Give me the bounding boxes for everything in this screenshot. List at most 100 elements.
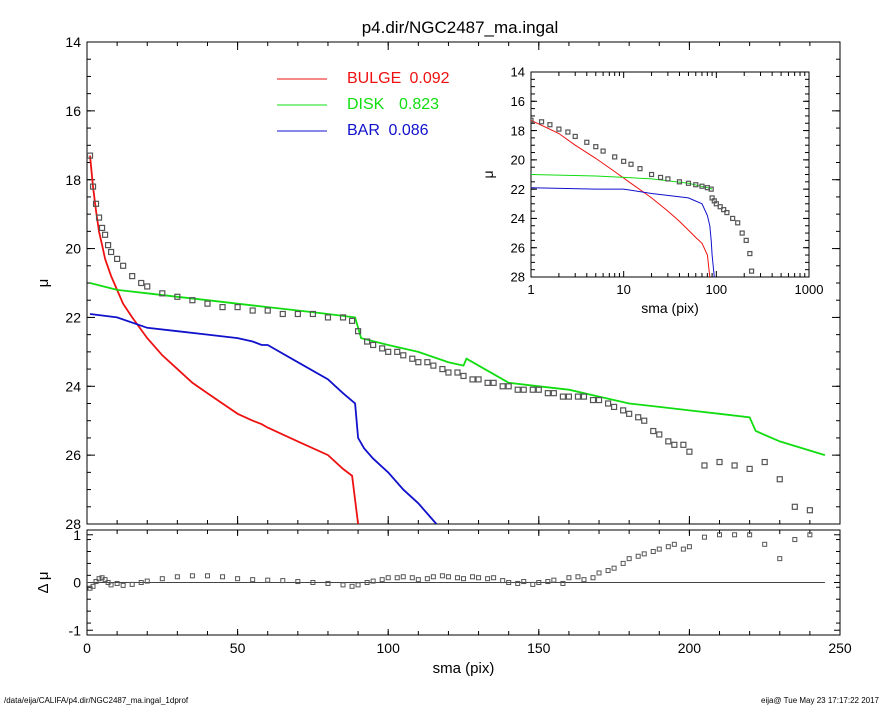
- residual-point: [747, 532, 753, 538]
- residual-point: [349, 583, 355, 589]
- residual-point: [415, 577, 421, 583]
- inset-xtick-label: 10: [616, 282, 630, 297]
- residual-point: [355, 582, 361, 588]
- residual-point: [792, 537, 798, 543]
- residual-point: [379, 577, 385, 583]
- residual-point: [626, 556, 632, 562]
- inset-ytick-label: 28: [511, 270, 525, 285]
- residual-point: [536, 580, 542, 585]
- main-data-point: [234, 304, 241, 311]
- inset-data-point: [739, 230, 745, 236]
- residual-point: [686, 544, 692, 550]
- residual-ytick-label: 1: [73, 527, 81, 543]
- inset-xlabel: sma (pix): [641, 300, 699, 316]
- main-data-point: [665, 438, 672, 445]
- residual-xlabel: sma (pix): [433, 660, 495, 677]
- residual-point: [310, 580, 316, 585]
- inset-ytick-label: 18: [511, 123, 525, 138]
- main-data-point: [544, 390, 551, 397]
- residual-xtick-label: 250: [828, 640, 852, 656]
- residual-point: [762, 541, 768, 547]
- main-data-point: [101, 231, 109, 238]
- residual-point: [265, 577, 271, 583]
- inset-data-point: [735, 220, 741, 226]
- inset-data-point: [721, 207, 727, 213]
- inset-data-point: [708, 186, 714, 192]
- main-data-point: [580, 393, 588, 400]
- main-ytick-label: 16: [65, 103, 81, 119]
- main-data-point: [680, 441, 687, 448]
- residual-point: [515, 580, 521, 586]
- residual-point: [385, 575, 391, 581]
- main-data-point: [92, 200, 100, 207]
- legend-value-disk: 0.823: [399, 96, 439, 113]
- legend-label-bar: BAR: [347, 122, 380, 139]
- inset-data-point: [621, 158, 627, 164]
- main-data-point: [279, 310, 286, 318]
- inset-data-point: [531, 117, 534, 123]
- main-data-point: [671, 441, 678, 448]
- main-data-point: [776, 476, 783, 483]
- inset-data-point: [628, 161, 634, 167]
- residual-ytick-label: -1: [69, 622, 82, 638]
- main-data-point: [430, 362, 437, 369]
- main-data-point: [309, 310, 316, 318]
- residual-point: [90, 583, 96, 589]
- residual-point: [159, 576, 165, 582]
- main-data-point: [565, 393, 573, 400]
- residual-point: [470, 574, 476, 580]
- residual-point: [220, 574, 226, 580]
- residual-xtick-label: 50: [230, 640, 246, 656]
- main-data-point: [650, 427, 657, 435]
- inset-data-point: [556, 126, 562, 132]
- main-series-bar: [89, 313, 438, 524]
- main-data-point: [731, 462, 738, 469]
- main-ytick-label: 28: [65, 516, 81, 532]
- main-data-point: [98, 224, 106, 232]
- main-data-point: [144, 283, 151, 290]
- inset-data-point: [693, 182, 699, 188]
- residual-point: [656, 546, 662, 552]
- residual-point: [364, 580, 370, 585]
- main-data-point: [189, 297, 196, 304]
- inset-data-point: [648, 171, 655, 178]
- main-data-point: [656, 431, 663, 438]
- inset-data-point: [572, 133, 578, 140]
- inset-xtick-label: 1: [527, 282, 534, 297]
- main-data-point: [400, 352, 407, 359]
- residual-point: [370, 578, 376, 584]
- main-data-point: [219, 304, 226, 311]
- residual-point: [102, 577, 108, 583]
- main-data-point: [791, 503, 798, 510]
- residual-point: [680, 546, 686, 552]
- main-data-point: [95, 214, 103, 221]
- main-data-point: [484, 379, 491, 386]
- main-data-point: [174, 293, 181, 300]
- residual-ytick-label: 0: [73, 575, 81, 591]
- inset-ytick-label: 14: [511, 65, 525, 80]
- main-data-point: [394, 348, 401, 355]
- residual-point: [530, 581, 536, 587]
- inset-data-point: [713, 201, 719, 207]
- inset-data-point: [665, 176, 671, 182]
- inset-data-point: [743, 237, 749, 243]
- main-series-bulge: [89, 155, 359, 524]
- residual-point: [671, 541, 677, 547]
- main-data-point: [559, 393, 566, 400]
- main-data-point: [475, 376, 482, 383]
- residual-xtick-label: 150: [527, 640, 551, 656]
- inset-data-point: [748, 268, 755, 274]
- main-data-point: [324, 314, 332, 321]
- main-data-point: [264, 307, 271, 314]
- main-data-point: [439, 365, 446, 373]
- residual-xtick-label: 0: [83, 640, 91, 656]
- residual-point: [189, 573, 195, 579]
- main-data-point: [701, 462, 708, 469]
- residual-point: [611, 565, 617, 571]
- footer-timestamp: eija@ Tue May 23 17:17:22 2017: [761, 696, 879, 705]
- residual-point: [777, 556, 783, 562]
- residual-point: [174, 574, 180, 580]
- inset-data-point: [730, 215, 736, 222]
- residual-point: [461, 576, 466, 582]
